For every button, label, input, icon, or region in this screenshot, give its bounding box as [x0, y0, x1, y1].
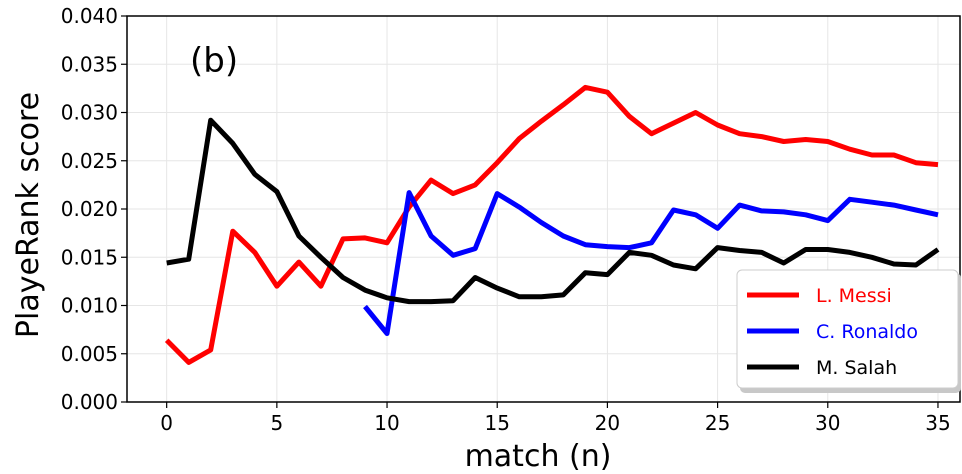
legend-label-m-salah: M. Salah: [816, 357, 897, 379]
y-tick-label: 0.005: [61, 342, 118, 366]
y-tick-label: 0.010: [61, 294, 118, 318]
x-tick-label: 25: [705, 411, 730, 435]
series-line-m-salah: [166, 117, 940, 305]
x-axis-label: match (n): [465, 439, 612, 474]
y-tick-label: 0.030: [61, 101, 118, 125]
x-tick-label: 15: [484, 411, 509, 435]
x-tick-label: 0: [160, 411, 173, 435]
x-tick-label: 5: [270, 411, 283, 435]
series-line-c-ronaldo: [363, 190, 939, 336]
y-tick-label: 0.040: [61, 4, 118, 28]
legend: L. Messi C. Ronaldo M. Salah: [736, 269, 961, 393]
tick-labels: 0 5 10 15 20 25 30 35 0.000 0.005 0.010 0.015 0.020 0…: [61, 4, 951, 435]
y-axis-label: PlayeRank score: [11, 92, 46, 338]
series-lines: [164, 84, 940, 365]
y-tick-label: 0.000: [61, 390, 118, 414]
x-tick-label: 30: [815, 411, 840, 435]
legend-entries: L. Messi C. Ronaldo M. Salah: [747, 285, 918, 379]
y-tick-label: 0.025: [61, 149, 118, 173]
legend-label-c-ronaldo: C. Ronaldo: [816, 321, 918, 343]
y-tick-label: 0.020: [61, 197, 118, 221]
legend-box: [736, 269, 959, 389]
series-line-l-messi: [164, 84, 939, 365]
y-tick-label: 0.015: [61, 245, 118, 269]
y-tick-label: 0.035: [61, 52, 118, 76]
tick-marks: [121, 15, 939, 408]
legend-label-l-messi: L. Messi: [816, 285, 892, 307]
x-tick-label: 10: [374, 411, 399, 435]
x-tick-label: 20: [595, 411, 620, 435]
panel-label: (b): [190, 41, 238, 81]
x-tick-label: 35: [925, 411, 950, 435]
